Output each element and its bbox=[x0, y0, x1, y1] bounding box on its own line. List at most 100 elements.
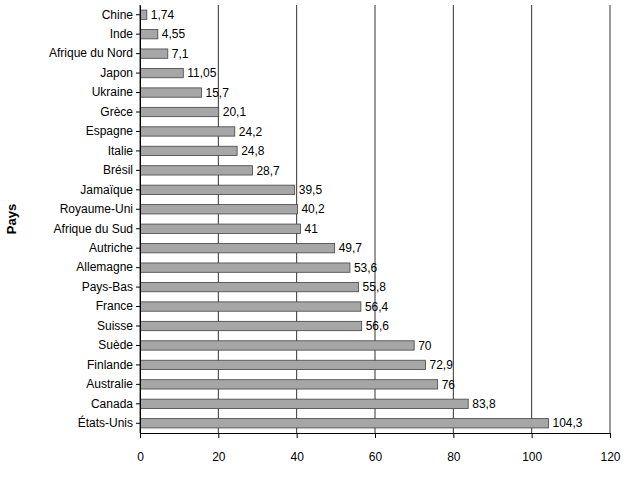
data-label: 4,55 bbox=[162, 27, 186, 41]
data-label: 28,7 bbox=[256, 164, 280, 178]
data-label: 70 bbox=[418, 339, 432, 353]
bar bbox=[140, 127, 235, 136]
bar bbox=[140, 380, 438, 389]
y-tick-label: Afrique du Nord bbox=[49, 46, 133, 60]
x-tick-mark bbox=[140, 433, 141, 438]
y-tick: Australie bbox=[86, 377, 140, 391]
x-tick-mark bbox=[532, 433, 533, 438]
y-tick-mark bbox=[136, 306, 140, 307]
y-tick-mark bbox=[136, 92, 140, 93]
bar bbox=[140, 10, 147, 19]
y-tick: Suède bbox=[98, 338, 140, 352]
data-label: 41 bbox=[305, 222, 319, 236]
y-tick-label: États-Unis bbox=[78, 415, 133, 430]
bar bbox=[140, 360, 426, 369]
bar bbox=[140, 205, 297, 214]
y-tick-mark bbox=[136, 150, 140, 151]
y-tick-mark bbox=[136, 423, 140, 424]
y-tick-label: Royaume-Uni bbox=[60, 202, 133, 216]
data-label: 76 bbox=[442, 378, 456, 392]
y-tick-label: Pays-Bas bbox=[82, 280, 133, 294]
y-tick-label: Espagne bbox=[86, 124, 134, 138]
bar bbox=[140, 341, 414, 350]
y-tick-label: Canada bbox=[91, 397, 133, 411]
bars bbox=[140, 10, 549, 428]
grid-line bbox=[140, 5, 141, 433]
bar bbox=[140, 399, 468, 408]
y-tick: Royaume-Uni bbox=[60, 202, 140, 216]
data-label: 20,1 bbox=[223, 105, 247, 119]
y-tick-mark bbox=[136, 73, 140, 74]
bar bbox=[140, 49, 168, 58]
y-axis-line bbox=[140, 6, 141, 434]
bar bbox=[140, 185, 295, 194]
y-axis: ChineIndeAfrique du NordJaponUkraineGrèc… bbox=[49, 6, 141, 434]
y-tick-label: France bbox=[96, 299, 134, 313]
grid-line bbox=[453, 5, 454, 433]
data-label: 56,4 bbox=[365, 300, 389, 314]
y-tick: Chine bbox=[102, 8, 140, 22]
y-tick-label: Australie bbox=[86, 377, 133, 391]
x-axis: 020406080100120 bbox=[137, 433, 621, 464]
x-tick: 0 bbox=[137, 433, 144, 464]
data-label: 104,3 bbox=[553, 416, 583, 430]
y-tick-label: Afrique du Sud bbox=[54, 222, 133, 236]
x-tick: 100 bbox=[522, 433, 542, 464]
y-tick-mark bbox=[136, 53, 140, 54]
data-label: 1,74 bbox=[151, 8, 175, 22]
bar bbox=[140, 30, 158, 39]
y-tick: Allemagne bbox=[76, 260, 140, 274]
y-tick-label: Brésil bbox=[103, 163, 133, 177]
y-tick: Brésil bbox=[103, 163, 140, 177]
y-tick-mark bbox=[136, 326, 140, 327]
bar bbox=[140, 263, 350, 272]
x-tick-mark bbox=[218, 433, 219, 438]
x-tick-mark bbox=[297, 433, 298, 438]
bar bbox=[140, 224, 301, 233]
x-tick-label: 40 bbox=[290, 450, 304, 464]
x-tick: 20 bbox=[212, 433, 226, 464]
bar bbox=[140, 244, 335, 253]
bar bbox=[140, 302, 361, 311]
data-label: 24,2 bbox=[239, 125, 263, 139]
x-tick-label: 60 bbox=[369, 450, 383, 464]
data-label: 53,6 bbox=[354, 261, 378, 275]
y-tick-mark bbox=[136, 209, 140, 210]
y-tick-label: Autriche bbox=[89, 241, 133, 255]
x-tick: 40 bbox=[290, 433, 304, 464]
data-label: 40,2 bbox=[301, 202, 325, 216]
y-tick-mark bbox=[136, 34, 140, 35]
bar bbox=[140, 321, 362, 330]
bar bbox=[140, 88, 201, 97]
y-tick: Grèce bbox=[100, 105, 140, 119]
y-tick-mark bbox=[136, 345, 140, 346]
y-tick-mark bbox=[136, 267, 140, 268]
data-label: 24,8 bbox=[241, 144, 265, 158]
y-tick: Autriche bbox=[89, 241, 140, 255]
bar bbox=[140, 146, 237, 155]
grid-line bbox=[531, 5, 532, 433]
y-tick-mark bbox=[136, 14, 140, 15]
y-tick: États-Unis bbox=[78, 415, 140, 430]
y-tick: Italie bbox=[108, 144, 140, 158]
bar bbox=[140, 68, 183, 77]
x-tick-mark bbox=[610, 433, 611, 438]
x-tick-mark bbox=[375, 433, 376, 438]
y-tick: Afrique du Nord bbox=[49, 46, 140, 60]
x-tick-label: 100 bbox=[522, 450, 542, 464]
y-axis-title: Pays bbox=[4, 204, 19, 234]
y-tick-label: Finlande bbox=[87, 358, 133, 372]
x-tick-mark bbox=[453, 433, 454, 438]
x-tick-label: 120 bbox=[600, 450, 620, 464]
y-tick: Espagne bbox=[86, 124, 140, 138]
data-label: 15,7 bbox=[205, 86, 229, 100]
data-label: 7,1 bbox=[172, 47, 189, 61]
y-tick: Ukraine bbox=[92, 85, 140, 99]
grid-line bbox=[610, 5, 611, 433]
data-labels: 1,744,557,111,0515,720,124,224,828,739,5… bbox=[151, 8, 583, 431]
y-tick-label: Chine bbox=[102, 8, 134, 22]
x-tick-label: 20 bbox=[212, 450, 226, 464]
plot: 1,744,557,111,0515,720,124,224,828,739,5… bbox=[49, 5, 621, 464]
data-label: 56,6 bbox=[366, 319, 390, 333]
y-tick: Canada bbox=[91, 397, 140, 411]
